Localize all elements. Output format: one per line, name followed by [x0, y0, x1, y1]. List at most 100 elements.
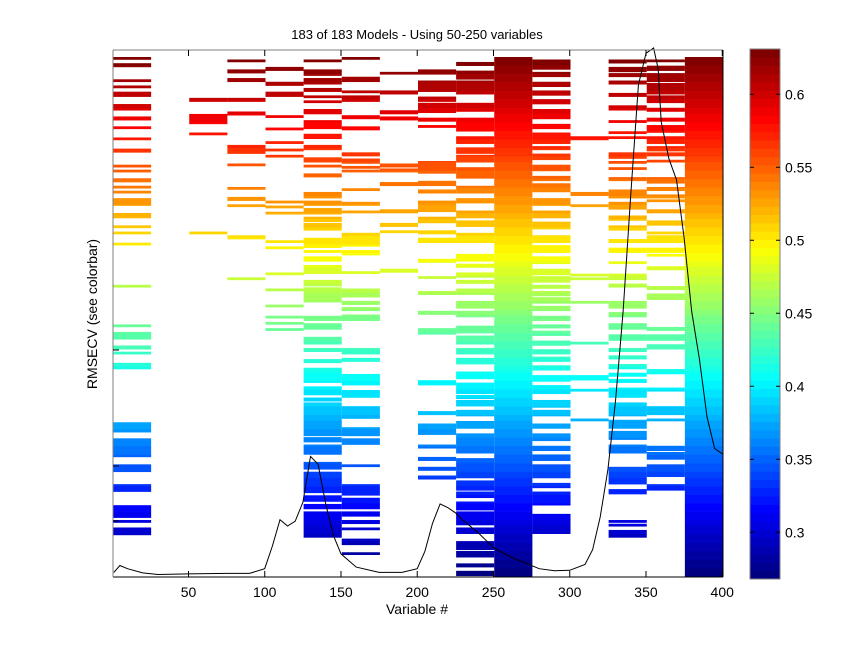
heatmap-cell [494, 230, 533, 234]
heatmap-cell [494, 571, 533, 575]
heatmap-cell [113, 164, 152, 168]
heatmap-cell [684, 230, 724, 234]
heatmap-cell [684, 65, 724, 69]
heatmap-cell [532, 471, 571, 475]
x-tick-label: 250 [482, 584, 506, 600]
heatmap-cell [532, 91, 571, 95]
heatmap-cell [646, 454, 685, 458]
heatmap-cell [456, 497, 495, 499]
heatmap-cell [341, 486, 380, 490]
heatmap-cell [418, 74, 457, 75]
heatmap-cell [456, 238, 495, 242]
heatmap-cell [646, 346, 685, 350]
heatmap-cell [532, 133, 571, 137]
heatmap-cell [303, 290, 342, 294]
heatmap-cell [456, 117, 495, 120]
heatmap-cell [494, 74, 533, 78]
heatmap-cell [608, 71, 647, 73]
heatmap-cell [113, 422, 152, 424]
heatmap-cell [684, 298, 724, 302]
heatmap-cell [684, 551, 724, 555]
heatmap-cell [494, 451, 533, 456]
heatmap-cell [684, 247, 724, 251]
heatmap-cell [456, 434, 495, 439]
heatmap-cell [341, 352, 380, 355]
heatmap-cell [684, 557, 724, 561]
heatmap-cell [456, 85, 495, 89]
heatmap-cell [608, 349, 647, 352]
heatmap-cell [494, 213, 533, 217]
heatmap-cell [265, 315, 304, 319]
heatmap-cell [379, 270, 419, 273]
heatmap-cell [303, 270, 342, 274]
heatmap-cell [608, 406, 647, 410]
heatmap-cell [113, 108, 152, 111]
heatmap-cell [684, 57, 724, 61]
heatmap-cell [684, 176, 724, 180]
heatmap-cell [456, 213, 495, 217]
heatmap-cell [532, 343, 571, 346]
heatmap-cell [608, 389, 647, 393]
heatmap-cell [684, 514, 724, 518]
heatmap-cell [646, 235, 685, 237]
heatmap-cell [646, 107, 685, 109]
heatmap-cell [646, 159, 685, 163]
heatmap-cell [227, 204, 266, 206]
colorbar-segment [750, 529, 780, 538]
heatmap-cell [494, 412, 533, 416]
heatmap-cell [418, 466, 457, 470]
heatmap-cell [494, 238, 533, 242]
heatmap-cell [494, 179, 533, 183]
heatmap-cell [532, 482, 571, 484]
heatmap-cell [113, 104, 152, 106]
heatmap-cell [456, 275, 495, 278]
heatmap-cell [608, 218, 647, 221]
heatmap-cell [456, 469, 495, 473]
heatmap-cell [379, 91, 419, 95]
heatmap-cell [341, 188, 380, 191]
heatmap-cell [113, 116, 152, 120]
heatmap-cell [227, 59, 266, 61]
heatmap-cell [303, 125, 342, 129]
heatmap-cell [684, 216, 724, 220]
heatmap-cell [456, 312, 495, 316]
heatmap-cell [456, 403, 495, 407]
heatmap-cell [608, 446, 647, 450]
heatmap-cell [532, 503, 571, 506]
heatmap-cell [532, 224, 571, 228]
heatmap-cell [113, 352, 152, 355]
heatmap-cell [684, 270, 724, 274]
heatmap-cell [227, 71, 266, 74]
heatmap-cell [494, 562, 533, 566]
heatmap-cell [684, 335, 724, 339]
heatmap-cell [341, 95, 380, 98]
heatmap-cell [456, 382, 495, 385]
heatmap-cell [646, 445, 685, 447]
heatmap-cell [684, 321, 724, 325]
heatmap-cell [303, 79, 342, 83]
heatmap-cell [494, 432, 533, 436]
heatmap-cell [684, 170, 724, 174]
heatmap-cell [418, 310, 457, 314]
heatmap-cell [341, 361, 380, 362]
heatmap-cell [532, 352, 571, 355]
heatmap-cell [456, 176, 495, 179]
heatmap-cell [303, 491, 342, 494]
heatmap-cell [456, 154, 495, 157]
heatmap-cell [608, 131, 647, 135]
heatmap-cell [456, 233, 495, 237]
heatmap-cell [113, 469, 152, 473]
heatmap-cell [494, 321, 533, 325]
heatmap-cell [265, 82, 304, 86]
heatmap-cell [303, 412, 342, 416]
heatmap-cell [113, 91, 152, 95]
colorbar-segment [750, 181, 780, 191]
heatmap-cell [341, 358, 380, 362]
heatmap-cell [494, 565, 533, 569]
heatmap-cell [227, 196, 266, 200]
heatmap-cell [418, 88, 457, 92]
heatmap-cell [303, 495, 342, 498]
heatmap-cell [684, 508, 724, 512]
heatmap-cell [684, 236, 724, 240]
heatmap-cell [456, 220, 495, 223]
